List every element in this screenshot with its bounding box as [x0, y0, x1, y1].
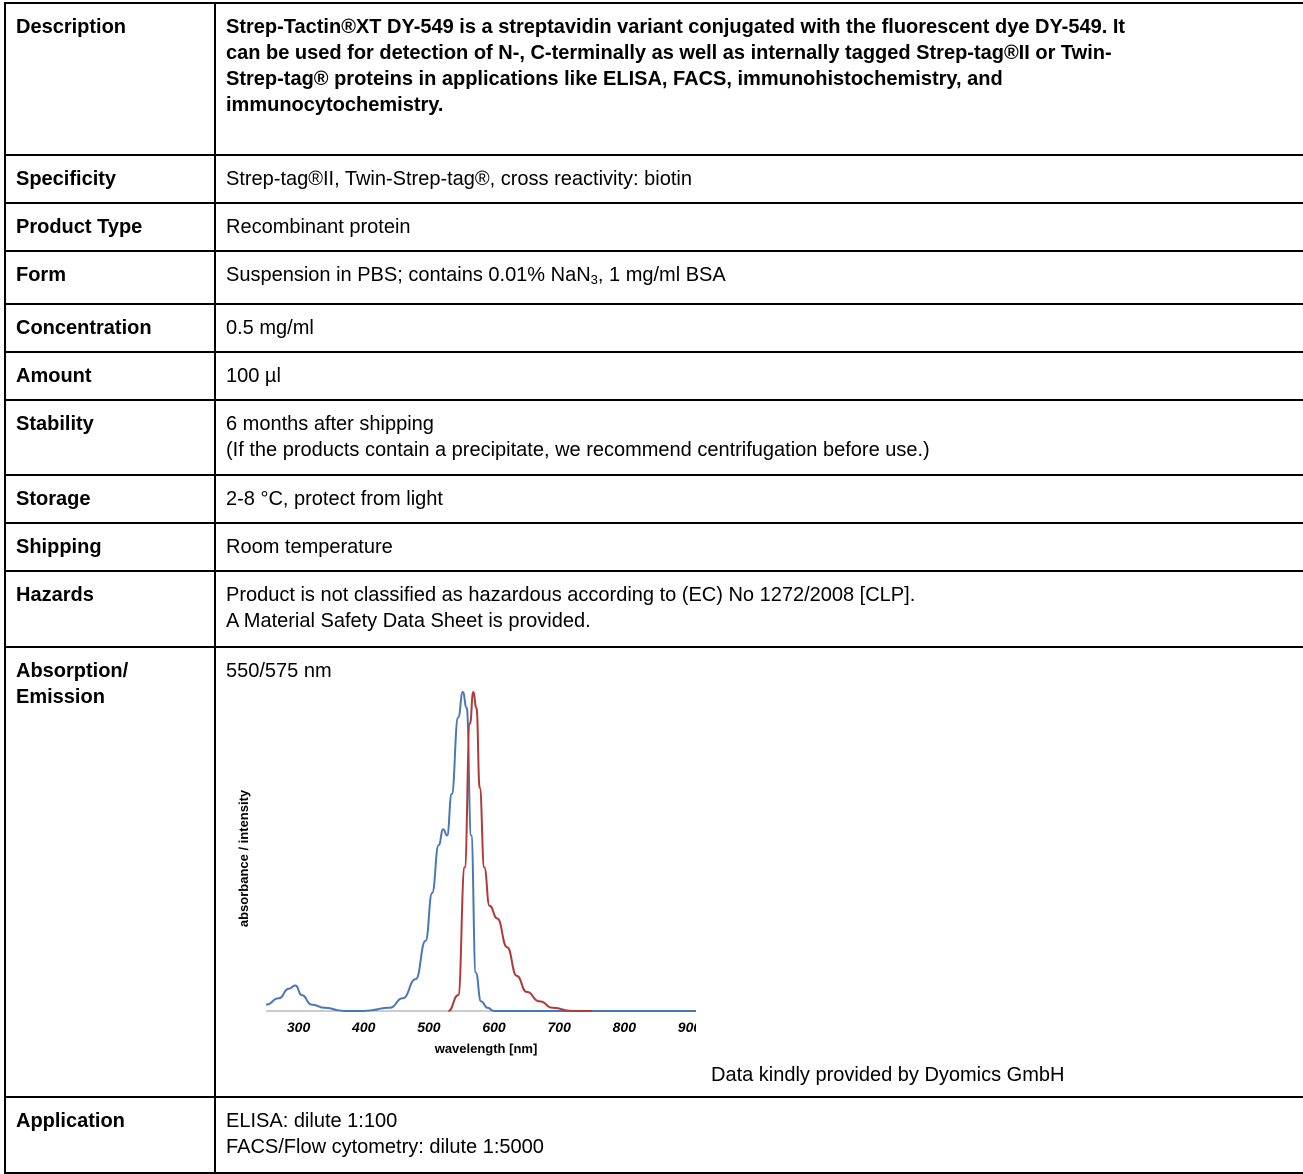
description-line: Strep-tag® proteins in applications like… — [226, 68, 1003, 90]
absorption-label-line: Emission — [16, 686, 105, 708]
specificity-value: Strep-tag®II, Twin-Strep-tag®, cross rea… — [214, 154, 1303, 204]
table-row: Product Type Recombinant protein — [4, 202, 1303, 252]
row-label-stability: Stability — [4, 399, 216, 476]
absorption-wavelengths: 550/575 nm — [226, 660, 332, 682]
row-label-product-type: Product Type — [4, 202, 216, 252]
absorption-series-line — [265, 690, 696, 1012]
row-label-description: Description — [4, 2, 216, 156]
shipping-value: Room temperature — [214, 522, 1303, 572]
x-tick-label: 400 — [351, 1019, 376, 1035]
amount-value: 100 µl — [214, 351, 1303, 401]
hazards-line: A Material Safety Data Sheet is provided… — [226, 610, 591, 632]
spectrum-chart: 300 400 500 600 700 800 900 wavelength [nm] abso… — [236, 690, 696, 1056]
form-value: Suspension in PBS; contains 0.01% NaN3, … — [214, 250, 1303, 305]
data-credit: Data kindly provided by Dyomics GmbH — [711, 1064, 1065, 1086]
table-row: Stability 6 months after shipping (If th… — [4, 399, 1303, 476]
table-row: Storage 2-8 °C, protect from light — [4, 474, 1303, 524]
row-label-storage: Storage — [4, 474, 216, 524]
application-value: ELISA: dilute 1:100 FACS/Flow cytometry:… — [214, 1096, 1303, 1174]
absorption-value: 550/575 nm 300 400 500 600 700 800 900 waveleng… — [214, 646, 1303, 1098]
table-row: Description Strep-Tactin®XT DY-549 is a … — [4, 2, 1303, 156]
table-row: Absorption/ Emission 550/575 nm 300 400 50… — [4, 646, 1303, 1098]
absorption-label-line: Absorption/ — [16, 660, 129, 682]
row-label-specificity: Specificity — [4, 154, 216, 204]
x-tick-label: 600 — [482, 1019, 506, 1035]
description-line: Strep-Tactin®XT DY-549 is a streptavidin… — [226, 16, 1126, 38]
spectrum-chart-container: 300 400 500 600 700 800 900 wavelength [nm] abso… — [226, 686, 1294, 1086]
row-label-application: Application — [4, 1096, 216, 1174]
table-row: Amount 100 µl — [4, 351, 1303, 401]
form-value-text: Suspension in PBS; contains 0.01% NaN — [226, 264, 591, 286]
x-axis-label: wavelength [nm] — [434, 1041, 538, 1056]
table-row: Application ELISA: dilute 1:100 FACS/Flo… — [4, 1096, 1303, 1174]
table-row: Shipping Room temperature — [4, 522, 1303, 572]
storage-value: 2-8 °C, protect from light — [214, 474, 1303, 524]
form-value-subscript: 3 — [590, 272, 598, 287]
x-tick-label: 800 — [613, 1019, 637, 1035]
description-text: Strep-Tactin®XT DY-549 is a streptavidin… — [214, 2, 1303, 156]
row-label-absorption: Absorption/ Emission — [4, 646, 216, 1098]
form-value-text: , 1 mg/ml BSA — [597, 264, 726, 286]
y-axis-label: absorbance / intensity — [236, 789, 251, 927]
hazards-line: Product is not classified as hazardous a… — [226, 584, 916, 606]
row-label-concentration: Concentration — [4, 303, 216, 353]
row-label-hazards: Hazards — [4, 570, 216, 648]
stability-line: (If the products contain a precipitate, … — [226, 439, 930, 461]
description-line: immunocytochemistry. — [226, 94, 444, 116]
emission-series-line — [448, 690, 592, 1012]
row-label-shipping: Shipping — [4, 522, 216, 572]
product-spec-table: Description Strep-Tactin®XT DY-549 is a … — [4, 2, 1303, 1174]
stability-line: 6 months after shipping — [226, 413, 434, 435]
table-row: Form Suspension in PBS; contains 0.01% N… — [4, 250, 1303, 305]
row-label-form: Form — [4, 250, 216, 305]
hazards-value: Product is not classified as hazardous a… — [214, 570, 1303, 648]
product-type-value: Recombinant protein — [214, 202, 1303, 252]
x-tick-label: 900 — [678, 1019, 696, 1035]
table-row: Hazards Product is not classified as haz… — [4, 570, 1303, 648]
application-line: ELISA: dilute 1:100 — [226, 1110, 398, 1132]
x-tick-label: 300 — [287, 1019, 311, 1035]
application-line: FACS/Flow cytometry: dilute 1:5000 — [226, 1136, 544, 1158]
x-tick-label: 700 — [548, 1019, 572, 1035]
row-label-amount: Amount — [4, 351, 216, 401]
concentration-value: 0.5 mg/ml — [214, 303, 1303, 353]
table-row: Concentration 0.5 mg/ml — [4, 303, 1303, 353]
description-line: can be used for detection of N-, C-termi… — [226, 42, 1112, 64]
x-tick-label: 500 — [417, 1019, 441, 1035]
stability-value: 6 months after shipping (If the products… — [214, 399, 1303, 476]
table-row: Specificity Strep-tag®II, Twin-Strep-tag… — [4, 154, 1303, 204]
